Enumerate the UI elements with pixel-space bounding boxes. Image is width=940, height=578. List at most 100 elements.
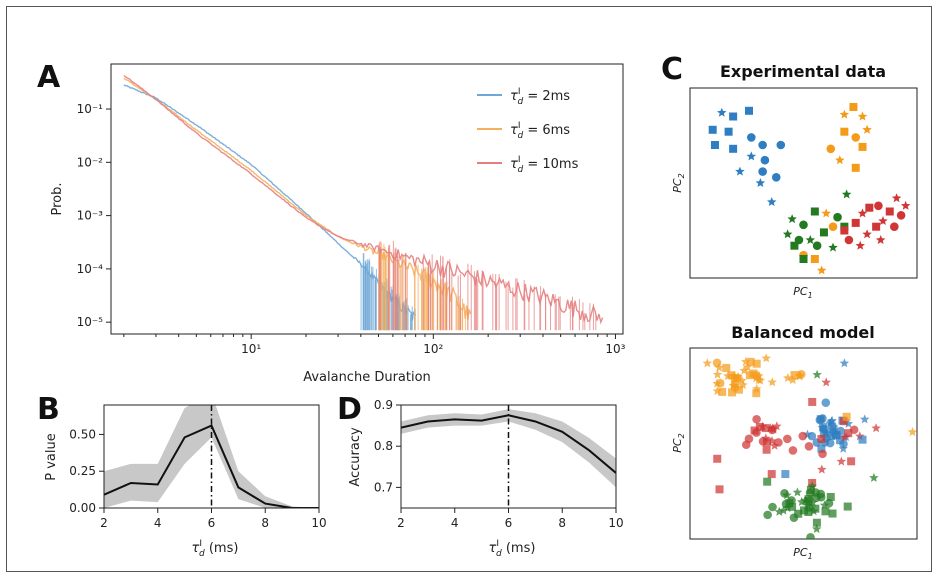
- panel-c-top-ylabel: PC2: [671, 173, 686, 192]
- panel-c-bottom-ylabel: PC2: [671, 433, 686, 452]
- marker-square: [810, 207, 819, 216]
- marker-star: [738, 380, 748, 390]
- panel-a-axes: [110, 63, 624, 335]
- marker-circle: [812, 241, 822, 250]
- marker-square: [715, 485, 724, 494]
- panel-a-legend: τI d = 2ms τI d = 6ms τI d = 10ms: [477, 87, 579, 175]
- y-tick-label: 0.8: [374, 439, 393, 453]
- marker-star: [755, 178, 766, 187]
- panel-c-top-xlabel: PC1: [793, 285, 812, 300]
- x-tick-label: 10¹: [241, 342, 261, 356]
- marker-square: [839, 417, 848, 426]
- panel-b-xlabel: τI d (ms): [192, 539, 239, 559]
- y-tick-label: 10⁻⁴: [77, 262, 104, 276]
- marker-square: [821, 507, 830, 516]
- marker-star: [767, 197, 777, 206]
- marker-star: [739, 365, 749, 375]
- marker-circle: [760, 155, 770, 165]
- marker-square: [826, 492, 835, 501]
- marker-star: [787, 214, 797, 224]
- marker-star: [783, 373, 793, 383]
- marker-square: [767, 470, 776, 479]
- marker-circle: [825, 438, 835, 448]
- marker-square: [745, 106, 754, 115]
- b-ci-band: [104, 405, 319, 508]
- marker-star: [875, 235, 886, 244]
- marker-star: [839, 109, 850, 119]
- marker-square: [840, 127, 849, 136]
- marker-star: [741, 356, 751, 366]
- b-xlabel-text: τI d (ms): [192, 539, 239, 559]
- panel-c-balanced: Balanced model PC1 PC2: [671, 323, 918, 561]
- marker-star: [792, 487, 803, 497]
- marker-square: [713, 454, 722, 463]
- panel-c-bottom-points: [702, 353, 917, 539]
- marker-circle: [844, 235, 854, 245]
- marker-circle: [776, 140, 786, 150]
- marker-circle: [828, 222, 838, 231]
- marker-star: [774, 506, 784, 516]
- marker-square: [808, 397, 817, 406]
- x-tick-label: 6: [505, 516, 513, 530]
- marker-square: [781, 470, 790, 479]
- panel-letter-c: C: [661, 52, 683, 87]
- marker-circle: [807, 431, 817, 441]
- panel-d-chart: 2 4 6 8 10 0.7 0.8 0.9 τI d (ms) Accuracy: [348, 398, 624, 559]
- marker-square: [819, 228, 828, 237]
- marker-star: [728, 380, 739, 390]
- marker-square: [790, 241, 799, 250]
- marker-square: [752, 389, 761, 398]
- marker-square: [885, 207, 894, 216]
- legend-label-2: τI d = 6ms: [510, 121, 570, 141]
- marker-star: [839, 358, 850, 368]
- series-line-3: [123, 74, 604, 325]
- marker-circle: [836, 426, 845, 436]
- marker-star: [812, 524, 822, 534]
- marker-star: [878, 216, 888, 225]
- marker-star: [826, 416, 837, 426]
- y-tick-label: 0.9: [374, 398, 393, 412]
- marker-square: [762, 445, 771, 454]
- marker-star: [723, 371, 733, 381]
- marker-circle: [798, 431, 808, 441]
- marker-circle: [826, 144, 836, 154]
- marker-star: [808, 497, 818, 507]
- marker-square: [811, 504, 820, 513]
- marker-square: [804, 507, 813, 516]
- marker-square: [872, 222, 881, 231]
- marker-square: [847, 457, 856, 466]
- marker-square: [817, 444, 826, 453]
- b-mean-line: [104, 424, 319, 508]
- marker-circle: [799, 220, 808, 230]
- marker-star: [836, 456, 847, 466]
- marker-square: [722, 363, 731, 372]
- marker-circle: [849, 425, 859, 435]
- marker-star: [767, 377, 777, 387]
- panel-b-chart: 2 4 6 8 10 0.00 0.25 0.50 τI d (ms) P value: [44, 404, 327, 559]
- marker-circle: [771, 173, 781, 182]
- x-tick-label: 2: [100, 516, 108, 530]
- marker-star: [900, 200, 911, 210]
- panel-b-ticks: 2 4 6 8 10 0.00 0.25 0.50: [69, 427, 326, 530]
- panel-a-ylabel: Prob.: [50, 182, 65, 215]
- y-tick-label: 0.25: [69, 464, 96, 478]
- marker-square: [865, 203, 874, 212]
- marker-square: [799, 255, 808, 263]
- marker-square: [828, 422, 837, 431]
- marker-circle: [758, 140, 767, 150]
- marker-star: [782, 229, 793, 239]
- d-xlabel-text: τI d (ms): [489, 539, 536, 559]
- marker-square: [858, 435, 867, 444]
- panel-d-plot: [401, 405, 616, 508]
- marker-star: [819, 500, 830, 510]
- panel-d-ticks: 2 4 6 8 10 0.7 0.8 0.9: [374, 398, 624, 530]
- figure-canvas: A B D C 10¹ 10² 10³ 10⁻⁵ 10⁻⁴ 10⁻³ 10⁻² 10⁻¹ Av…: [37, 52, 918, 561]
- marker-star: [843, 418, 854, 428]
- marker-square: [734, 385, 743, 394]
- series-line-2: [123, 77, 472, 320]
- marker-star: [795, 370, 805, 380]
- marker-circle: [763, 510, 772, 520]
- marker-circle: [896, 211, 906, 220]
- marker-square: [810, 255, 819, 263]
- x-tick-label: 4: [154, 516, 162, 530]
